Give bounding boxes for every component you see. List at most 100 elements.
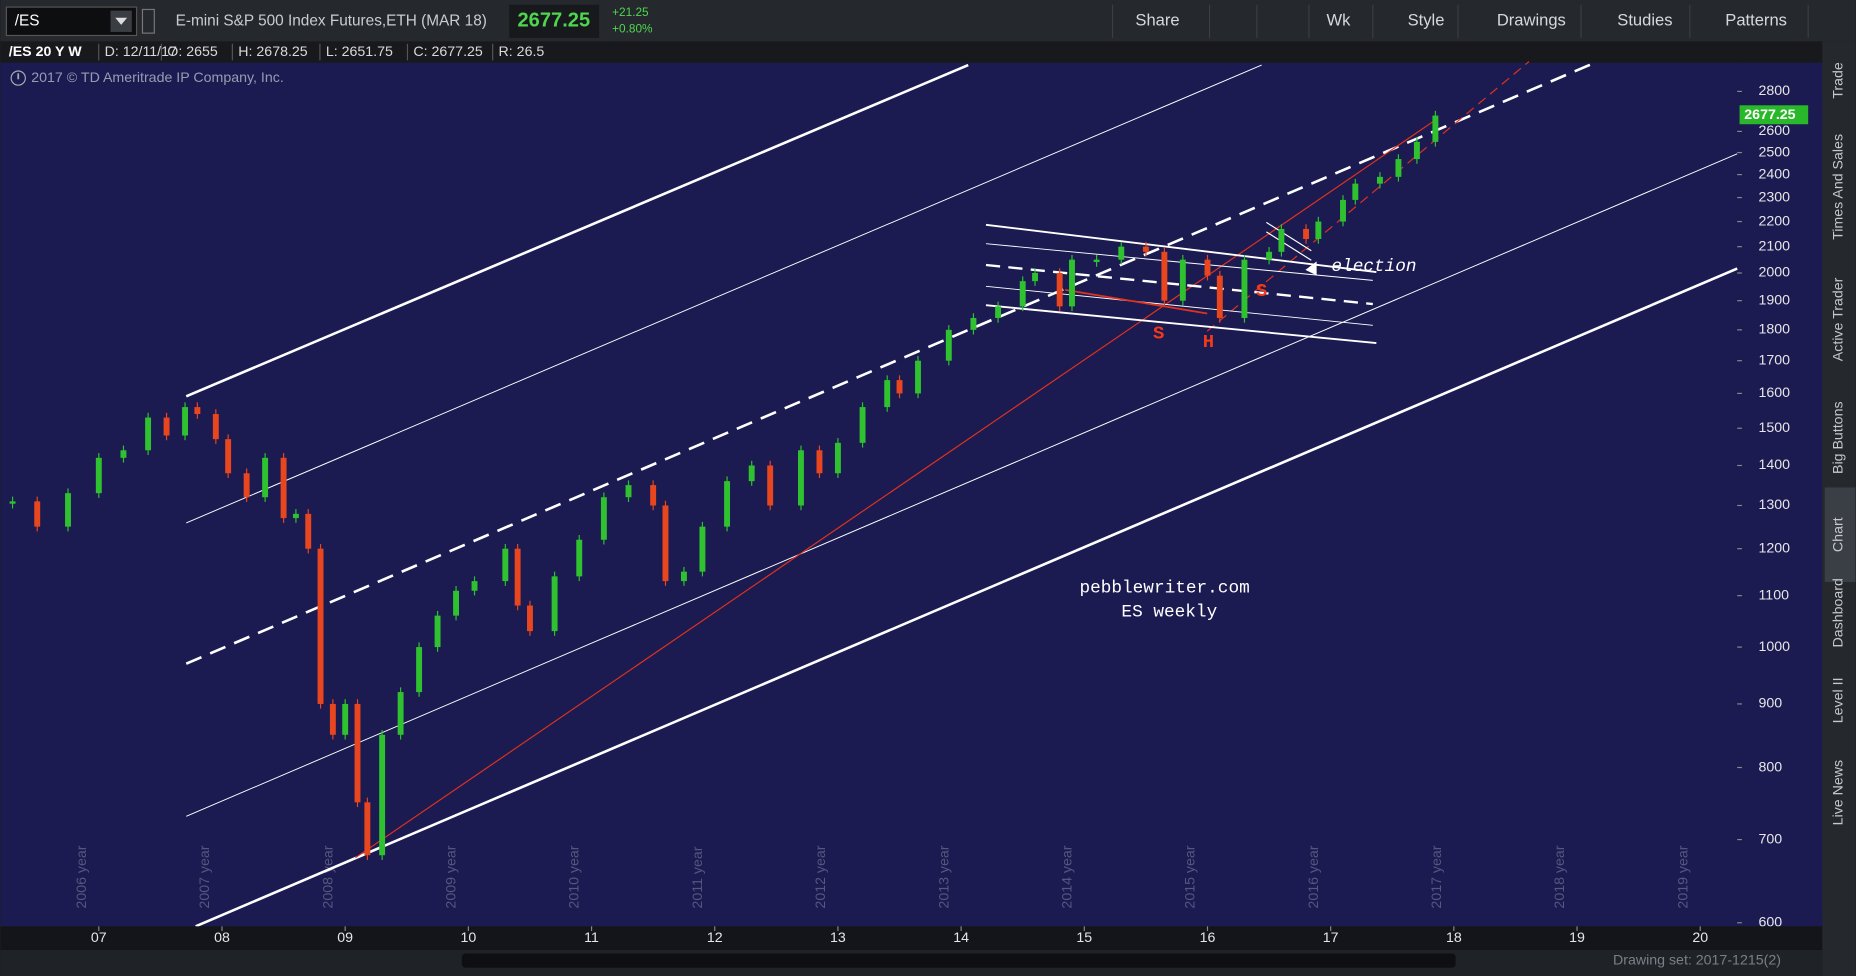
period-label: 2012 year	[813, 845, 829, 908]
channel-line	[985, 243, 1373, 281]
x-axis-labels: 07 08 09 10 11 12 13 14 15 16 17 18 19 20	[91, 926, 1708, 946]
candle	[416, 647, 423, 693]
x-tick-label: 08	[214, 930, 230, 946]
price-axis	[1739, 62, 1823, 927]
last-price-tag	[1739, 105, 1809, 125]
candle	[354, 703, 361, 803]
red-trend-line-dashed	[1206, 61, 1530, 332]
candle	[1179, 259, 1186, 301]
side-tab[interactable]: Live News	[1831, 760, 1847, 825]
neckline	[1065, 288, 1208, 315]
header-fields: D: 12/11/17O: 2655 H: 2678.25 L: 2651.75 C:…	[98, 43, 544, 61]
toolbar	[0, 0, 1856, 42]
y-tick-label: 2800	[1758, 83, 1790, 99]
candle	[1019, 281, 1026, 307]
period-label: 2019 year	[1675, 845, 1691, 908]
link-icon[interactable]	[141, 8, 155, 34]
drawings	[185, 60, 1738, 928]
x-tick-label: 09	[337, 930, 353, 946]
y-tick-label: 1800	[1758, 322, 1790, 338]
x-tick-label: 11	[584, 930, 599, 946]
candle	[816, 450, 823, 474]
side-tab[interactable]: Trade	[1831, 62, 1847, 99]
annotation: election	[1331, 257, 1416, 277]
candle	[1204, 259, 1211, 276]
toolbar-button[interactable]: Studies	[1617, 11, 1672, 30]
y-tick-label: 1200	[1758, 540, 1790, 556]
flag-line	[1266, 231, 1312, 261]
x-tick-label: 16	[1200, 930, 1216, 946]
candle	[1395, 159, 1402, 177]
chart-header	[0, 41, 1823, 63]
y-tick-label: 1000	[1758, 639, 1790, 655]
candle	[1303, 228, 1309, 240]
toolbar-button[interactable]: Drawings	[1497, 11, 1566, 30]
period-label: 2011 year	[690, 846, 706, 908]
candle	[434, 615, 441, 648]
x-tick-label: 19	[1569, 930, 1585, 946]
toolbar-button[interactable]: Style	[1408, 11, 1445, 30]
toolbar-button[interactable]: Wk	[1327, 11, 1352, 30]
channel-line	[985, 223, 1377, 274]
price-bars	[9, 110, 1439, 860]
candle	[9, 501, 16, 504]
candle	[798, 450, 804, 506]
candle	[182, 407, 188, 436]
candle	[1142, 246, 1149, 252]
candle	[262, 457, 269, 498]
y-tick-label: 1900	[1758, 292, 1790, 308]
toolbar-buttons: Share Wk Style Drawings Studies Patterns	[1111, 4, 1809, 38]
percent-change: +0.80%	[612, 22, 653, 36]
trend-line	[185, 63, 969, 398]
candle	[305, 513, 312, 549]
candle	[34, 501, 41, 527]
candle	[225, 439, 232, 474]
candle	[1266, 251, 1273, 260]
y-tick-label: 2100	[1758, 238, 1790, 254]
x-tick-label: 15	[1076, 930, 1092, 946]
flag-line	[1266, 221, 1312, 252]
instrument-description: E-mini S&P 500 Index Futures,ETH (MAR 18…	[176, 12, 487, 29]
period-label: 2015 year	[1183, 845, 1199, 908]
side-tab[interactable]: Level II	[1831, 677, 1847, 723]
toolbar-button[interactable]: Patterns	[1725, 11, 1787, 30]
period-label: 2009 year	[444, 845, 460, 908]
side-tab[interactable]: Dashboard	[1831, 578, 1847, 647]
period-label: 2008 year	[320, 845, 336, 908]
candle	[1216, 275, 1223, 318]
toolbar-button[interactable]: Share	[1135, 11, 1179, 30]
candle	[1413, 141, 1420, 160]
y-tick-label: 2400	[1758, 166, 1790, 182]
candle	[194, 407, 201, 415]
y-tick-label: 1700	[1758, 352, 1790, 368]
y-tick-label: 900	[1758, 696, 1782, 712]
period-label: 2014 year	[1059, 845, 1075, 908]
candle	[1069, 259, 1075, 307]
side-tab[interactable]: Big Buttons	[1831, 401, 1847, 474]
candle	[1032, 272, 1038, 282]
candle	[970, 317, 977, 330]
scrollbar[interactable]	[461, 953, 1456, 968]
candle	[292, 513, 299, 519]
candle	[1118, 246, 1125, 260]
info-icon	[10, 70, 26, 86]
candle	[65, 493, 71, 527]
period-label: 2013 year	[936, 845, 952, 908]
annotation: H	[1203, 331, 1214, 353]
side-tab[interactable]: Chart	[1831, 517, 1847, 552]
last-box	[509, 4, 600, 38]
candle	[1315, 221, 1322, 240]
period-label: 2007 year	[197, 845, 213, 908]
side-tab[interactable]: Active Trader	[1831, 277, 1847, 361]
period-label: 2018 year	[1552, 845, 1568, 908]
y-tick-label: 1600	[1758, 385, 1790, 401]
candle	[1352, 183, 1359, 200]
side-tab[interactable]: Times And Sales	[1831, 134, 1847, 240]
candle	[342, 703, 349, 735]
candle	[212, 414, 219, 440]
candle	[767, 465, 774, 506]
candle	[662, 505, 669, 582]
x-tick-label: 17	[1323, 930, 1339, 946]
chart-title: /ES 20 Y W	[9, 44, 82, 60]
